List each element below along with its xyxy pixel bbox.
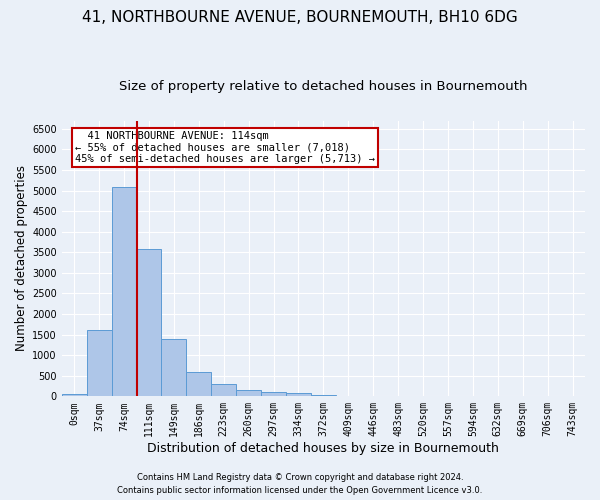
Bar bbox=[261, 392, 286, 396]
Bar bbox=[211, 384, 236, 396]
Bar bbox=[236, 390, 261, 396]
Bar bbox=[112, 187, 137, 396]
Text: 41, NORTHBOURNE AVENUE, BOURNEMOUTH, BH10 6DG: 41, NORTHBOURNE AVENUE, BOURNEMOUTH, BH1… bbox=[82, 10, 518, 25]
Bar bbox=[187, 372, 211, 396]
Bar bbox=[286, 393, 311, 396]
Bar bbox=[86, 330, 112, 396]
Title: Size of property relative to detached houses in Bournemouth: Size of property relative to detached ho… bbox=[119, 80, 527, 93]
X-axis label: Distribution of detached houses by size in Bournemouth: Distribution of detached houses by size … bbox=[148, 442, 499, 455]
Bar bbox=[161, 338, 187, 396]
Text: Contains HM Land Registry data © Crown copyright and database right 2024.
Contai: Contains HM Land Registry data © Crown c… bbox=[118, 474, 482, 495]
Bar bbox=[62, 394, 86, 396]
Bar bbox=[311, 394, 336, 396]
Bar bbox=[137, 249, 161, 396]
Y-axis label: Number of detached properties: Number of detached properties bbox=[15, 166, 28, 352]
Text: 41 NORTHBOURNE AVENUE: 114sqm
← 55% of detached houses are smaller (7,018)
45% o: 41 NORTHBOURNE AVENUE: 114sqm ← 55% of d… bbox=[75, 131, 375, 164]
